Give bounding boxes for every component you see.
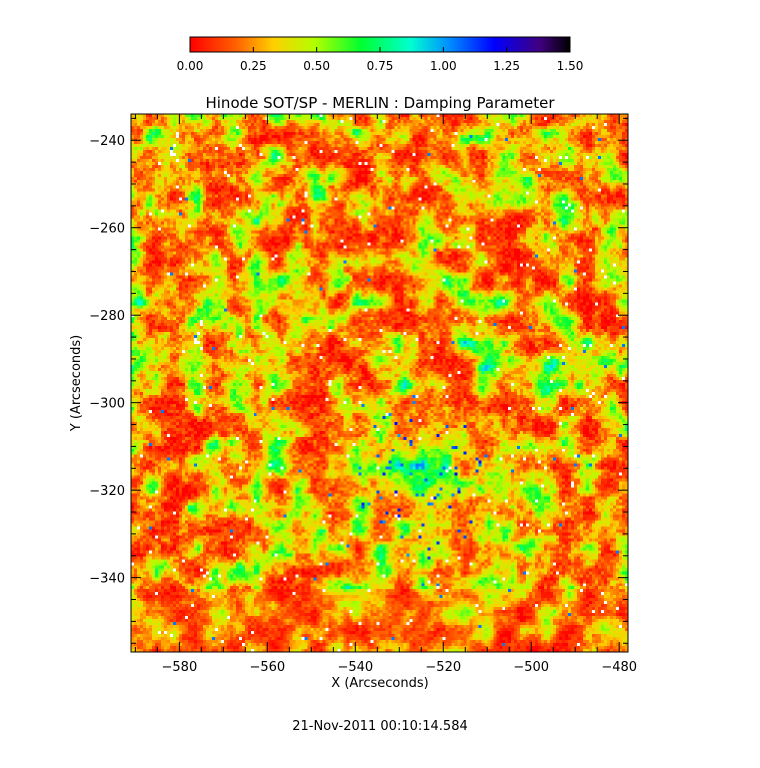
colorbar-tick-label: 1.25 <box>493 59 520 73</box>
y-tick-label: −280 <box>89 309 125 324</box>
colorbar-tick-label: 0.00 <box>177 59 204 73</box>
y-tick-label: −300 <box>89 397 125 412</box>
y-tick-label: −320 <box>89 484 125 499</box>
y-tick-label: −340 <box>89 572 125 587</box>
x-tick-label: −540 <box>337 660 373 675</box>
colorbar-tick-label: 1.50 <box>557 59 584 73</box>
y-axis-label: Y (Arcseconds) <box>69 335 84 432</box>
x-axis: −580 −560 −540 −520 −500 −480 <box>134 114 637 675</box>
x-axis-label: X (Arcseconds) <box>331 676 428 691</box>
y-tick-label: −240 <box>89 134 125 149</box>
colorbar: 0.00 0.25 0.50 0.75 1.00 1.25 1.50 <box>177 36 584 73</box>
x-tick-label: −560 <box>249 660 285 675</box>
x-tick-label: −520 <box>425 660 461 675</box>
heatmap-image <box>131 114 628 652</box>
x-tick-label: −480 <box>601 660 637 675</box>
y-axis: −240 −260 −280 −300 −320 −340 <box>89 117 628 644</box>
colorbar-tick-label: 1.00 <box>430 59 457 73</box>
x-tick-label: −500 <box>513 660 549 675</box>
timestamp: 21-Nov-2011 00:10:14.584 <box>292 719 468 734</box>
colorbar-tick-label: 0.50 <box>303 59 330 73</box>
colorbar-ticks: 0.00 0.25 0.50 0.75 1.00 1.25 1.50 <box>177 47 584 73</box>
plot-frame <box>130 113 629 653</box>
x-tick-label: −580 <box>162 660 198 675</box>
colorbar-tick-label: 0.25 <box>240 59 267 73</box>
y-tick-label: −260 <box>89 222 125 237</box>
colorbar-tick-label: 0.75 <box>367 59 394 73</box>
chart-title: Hinode SOT/SP - MERLIN : Damping Paramet… <box>205 94 555 112</box>
